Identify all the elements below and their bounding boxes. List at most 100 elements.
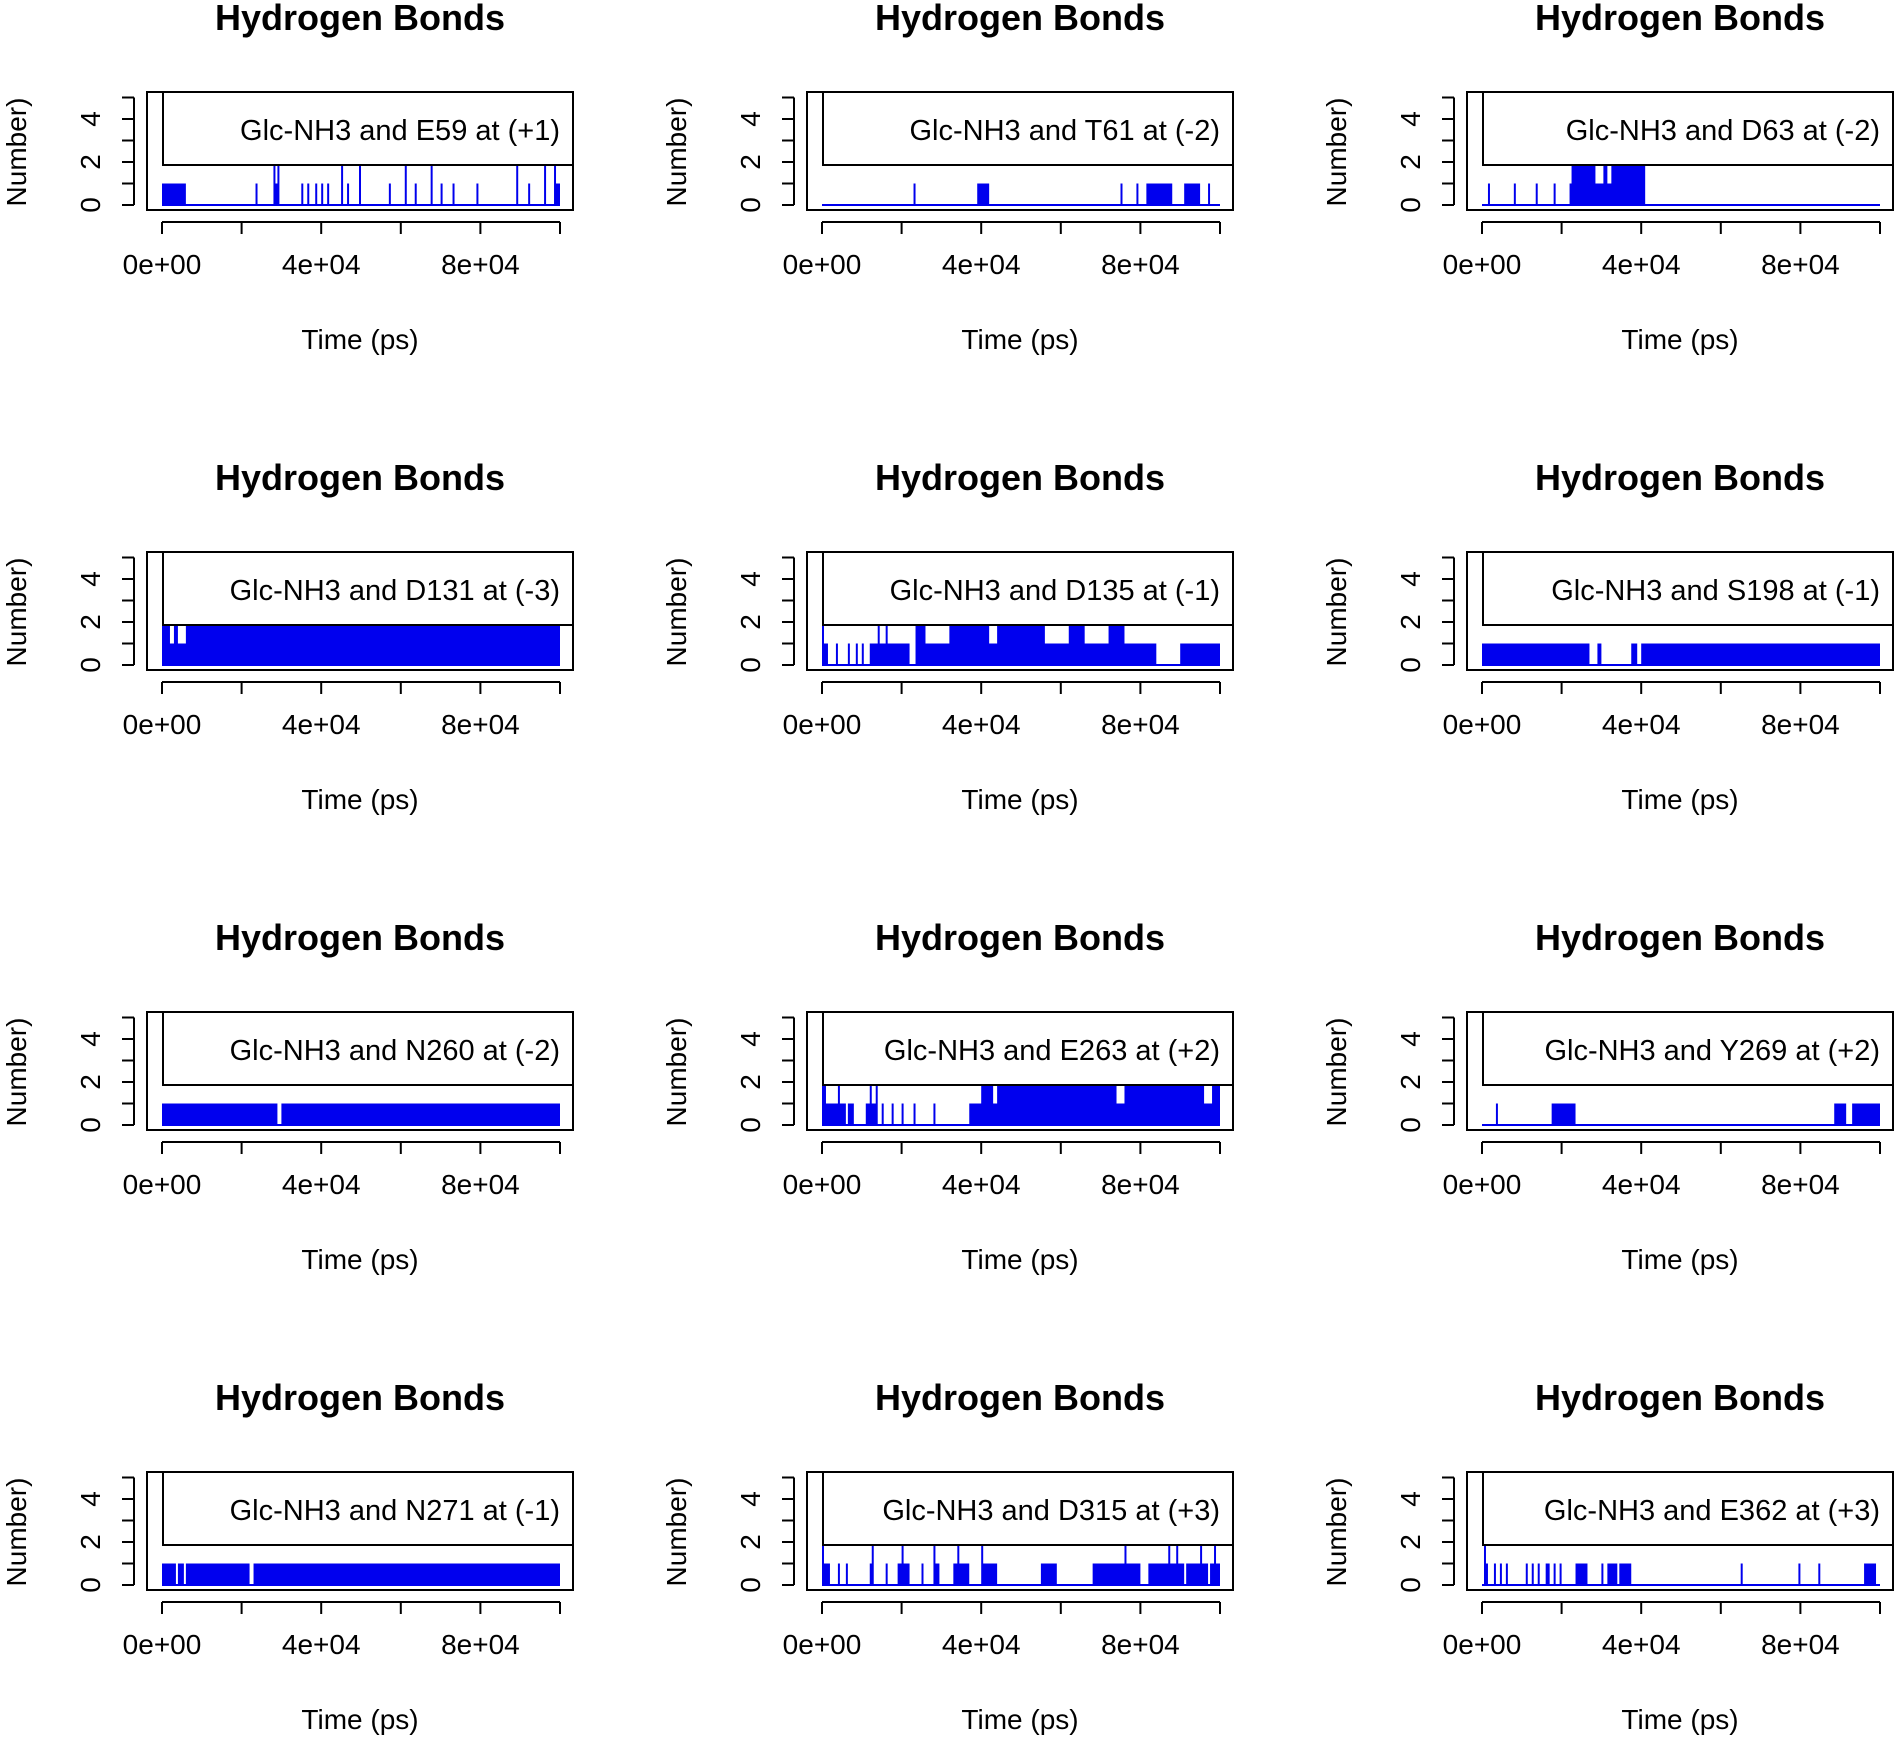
series-bars <box>1487 162 1646 205</box>
y-axis-label: Number) <box>1 98 32 207</box>
y-axis-label: Number) <box>1321 98 1352 207</box>
chart-panel: Hydrogen Bonds Glc-NH3 and E362 at (+3) 0e… <box>1321 1377 1894 1735</box>
chart-panel: Hydrogen Bonds Glc-NH3 and D63 at (-2) 0e+… <box>1321 0 1894 355</box>
x-tick-label: 8e+04 <box>1761 709 1840 740</box>
y-tick-label: 4 <box>75 1031 106 1047</box>
legend-label: Glc-NH3 and E263 at (+2) <box>884 1035 1220 1067</box>
x-tick-label: 4e+04 <box>942 1169 1021 1200</box>
y-tick-label: 2 <box>75 1534 106 1550</box>
y-tick-label: 0 <box>75 657 106 673</box>
y-tick-label: 0 <box>735 1117 766 1133</box>
chart-title: Hydrogen Bonds <box>875 0 1165 38</box>
legend-label: Glc-NH3 and D315 at (+3) <box>882 1495 1220 1527</box>
x-tick-label: 4e+04 <box>1602 1629 1681 1660</box>
series-bars <box>822 622 1220 665</box>
y-tick-label: 4 <box>735 571 766 587</box>
x-tick-label: 4e+04 <box>942 1629 1021 1660</box>
y-axis-label: Number) <box>1321 1478 1352 1587</box>
x-tick-label: 8e+04 <box>1101 1629 1180 1660</box>
x-axis-label: Time (ps) <box>1621 1704 1738 1735</box>
x-axis-label: Time (ps) <box>301 784 418 815</box>
y-tick-label: 2 <box>75 614 106 630</box>
y-tick-label: 0 <box>1395 1117 1426 1133</box>
legend-box <box>1482 551 1894 626</box>
x-tick-label: 0e+00 <box>123 1169 202 1200</box>
y-tick-label: 0 <box>75 197 106 213</box>
y-tick-label: 0 <box>735 197 766 213</box>
series-bars <box>1483 1542 1877 1585</box>
y-tick-label: 2 <box>1395 154 1426 170</box>
legend-label: Glc-NH3 and E59 at (+1) <box>240 115 560 147</box>
x-axis-label: Time (ps) <box>1621 324 1738 355</box>
x-tick-label: 4e+04 <box>282 1169 361 1200</box>
x-axis-label: Time (ps) <box>961 784 1078 815</box>
x-tick-label: 8e+04 <box>1101 249 1180 280</box>
series-bars <box>162 162 560 205</box>
series-bars <box>162 622 560 665</box>
chart-title: Hydrogen Bonds <box>215 1377 505 1418</box>
y-tick-label: 4 <box>735 1491 766 1507</box>
chart-title: Hydrogen Bonds <box>1535 0 1825 38</box>
legend-label: Glc-NH3 and N260 at (-2) <box>230 1035 560 1067</box>
x-axis-label: Time (ps) <box>301 1704 418 1735</box>
legend-label: Glc-NH3 and S198 at (-1) <box>1551 575 1880 607</box>
x-tick-label: 0e+00 <box>1443 1169 1522 1200</box>
series-bars <box>1482 643 1880 665</box>
x-axis-label: Time (ps) <box>961 324 1078 355</box>
x-tick-label: 8e+04 <box>1761 1629 1840 1660</box>
y-tick-label: 2 <box>735 614 766 630</box>
x-axis-label: Time (ps) <box>961 1244 1078 1275</box>
plot-frame <box>1466 1011 1894 1131</box>
chart-panel: Hydrogen Bonds Glc-NH3 and N271 at (-1) 0e… <box>1 1377 574 1735</box>
x-tick-label: 8e+04 <box>1101 1169 1180 1200</box>
x-tick-label: 8e+04 <box>1761 249 1840 280</box>
y-axis-label: Number) <box>1321 558 1352 667</box>
x-tick-label: 8e+04 <box>441 1629 520 1660</box>
chart-title: Hydrogen Bonds <box>1535 1377 1825 1418</box>
legend-label: Glc-NH3 and Y269 at (+2) <box>1544 1035 1880 1067</box>
x-tick-label: 4e+04 <box>942 709 1021 740</box>
y-tick-label: 4 <box>1395 111 1426 127</box>
x-tick-label: 0e+00 <box>783 1169 862 1200</box>
series-bars <box>162 1103 560 1125</box>
plot-frame <box>146 91 574 211</box>
chart-title: Hydrogen Bonds <box>875 917 1165 958</box>
y-axis-label: Number) <box>1 558 32 667</box>
legend-box <box>162 551 574 626</box>
x-tick-label: 0e+00 <box>123 249 202 280</box>
series-bars <box>822 1542 1220 1585</box>
y-tick-label: 0 <box>1395 197 1426 213</box>
y-tick-label: 4 <box>1395 571 1426 587</box>
chart-panel: Hydrogen Bonds Glc-NH3 and T61 at (-2) 0e+… <box>661 0 1234 355</box>
x-tick-label: 4e+04 <box>282 1629 361 1660</box>
chart-title: Hydrogen Bonds <box>215 0 505 38</box>
legend-label: Glc-NH3 and T61 at (-2) <box>909 115 1220 147</box>
plot-frame <box>806 551 1234 671</box>
x-tick-label: 0e+00 <box>783 709 862 740</box>
y-axis-label: Number) <box>661 558 692 667</box>
legend-label: Glc-NH3 and D135 at (-1) <box>890 575 1220 607</box>
y-tick-label: 0 <box>1395 657 1426 673</box>
x-tick-label: 0e+00 <box>1443 709 1522 740</box>
y-axis-label: Number) <box>661 1018 692 1127</box>
x-tick-label: 0e+00 <box>1443 249 1522 280</box>
series-bars <box>913 183 1211 205</box>
y-axis-label: Number) <box>1 1018 32 1127</box>
x-axis-label: Time (ps) <box>1621 784 1738 815</box>
x-tick-label: 0e+00 <box>1443 1629 1522 1660</box>
x-tick-label: 8e+04 <box>1761 1169 1840 1200</box>
y-tick-label: 0 <box>1395 1577 1426 1593</box>
y-tick-label: 4 <box>1395 1031 1426 1047</box>
legend-box <box>1482 1471 1894 1546</box>
y-tick-label: 2 <box>1395 1534 1426 1550</box>
chart-panel: Hydrogen Bonds Glc-NH3 and D135 at (-1) 0e… <box>661 457 1234 815</box>
legend-box <box>162 1011 574 1086</box>
y-tick-label: 0 <box>75 1117 106 1133</box>
chart-title: Hydrogen Bonds <box>215 457 505 498</box>
plot-frame <box>1466 91 1894 211</box>
y-tick-label: 2 <box>1395 1074 1426 1090</box>
y-tick-label: 2 <box>1395 614 1426 630</box>
x-axis-label: Time (ps) <box>301 1244 418 1275</box>
plot-frame <box>806 91 1234 211</box>
y-axis-label: Number) <box>1321 1018 1352 1127</box>
